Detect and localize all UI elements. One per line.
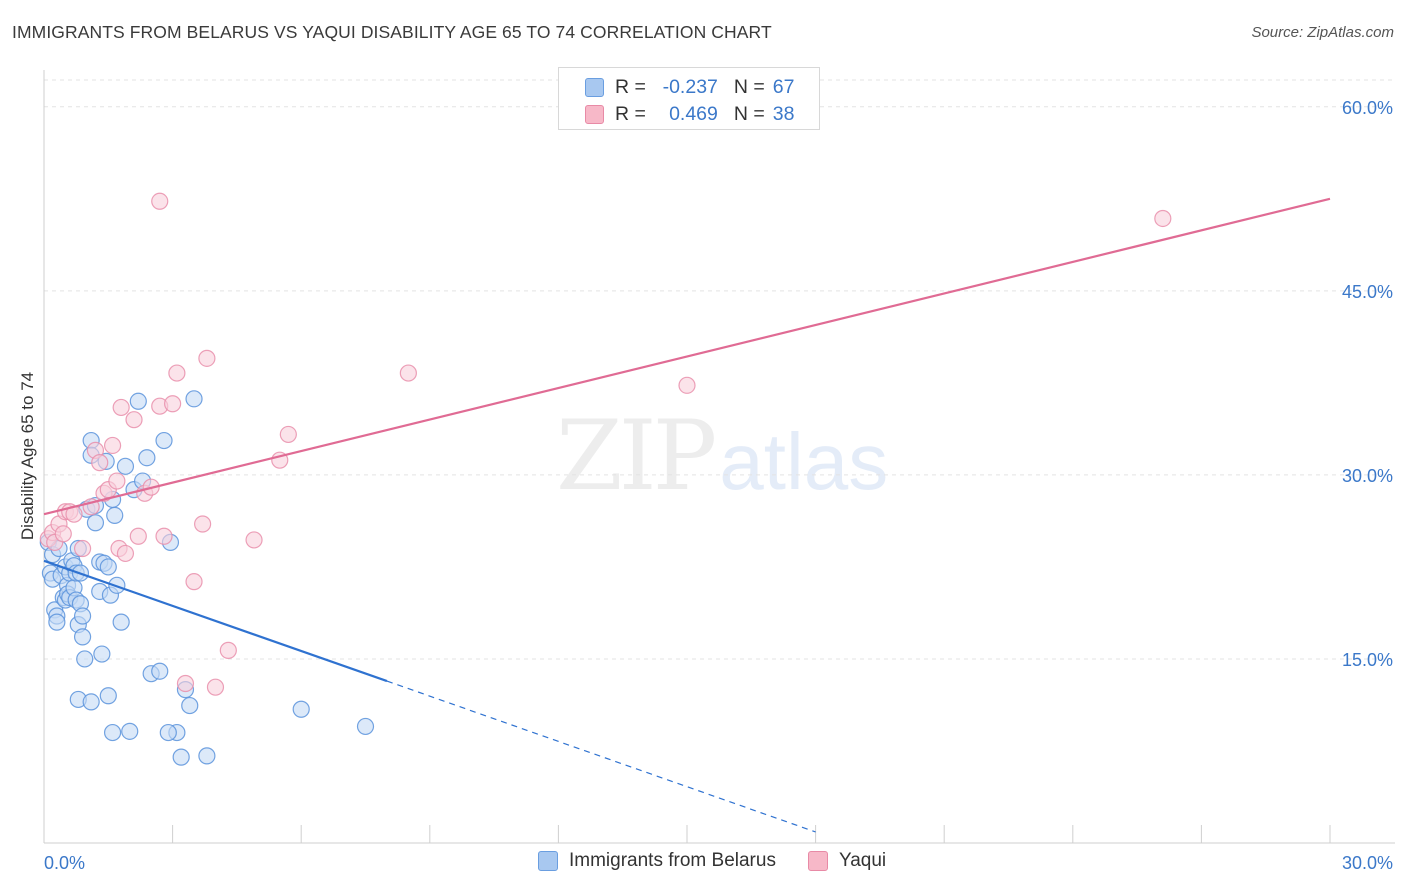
legend-r-label: R = [615, 75, 646, 98]
legend-n-value: 38 [772, 102, 795, 125]
yaqui-point [91, 454, 109, 472]
y-tick-label: 30.0% [1342, 466, 1393, 486]
yaqui-point [194, 515, 212, 533]
belarus-point [121, 722, 139, 740]
belarus-point [292, 700, 310, 718]
legend-r-value: -0.237 [662, 75, 718, 98]
belarus-point [93, 645, 111, 663]
belarus-point [151, 662, 169, 680]
legend-row-belarus: R = -0.237 N = 67 [585, 74, 794, 100]
yaqui-point [1154, 209, 1172, 228]
yaqui-point [108, 472, 126, 490]
yaqui-point [678, 376, 696, 394]
yaqui-point [245, 531, 263, 549]
legend-item-yaqui[interactable]: Yaqui [807, 850, 887, 872]
legend-item-belarus[interactable]: Immigrants from Belarus [538, 850, 776, 872]
legend-swatch-belarus [538, 851, 558, 871]
yaqui-point [73, 539, 92, 558]
legend-n-label: N = [733, 75, 765, 98]
belarus-trendline-extension [386, 680, 816, 833]
belarus-point [103, 723, 122, 742]
belarus-point [181, 696, 199, 715]
x-tick-label: 0.0% [44, 853, 85, 873]
belarus-point [82, 693, 100, 711]
chart-title: IMMIGRANTS FROM BELARUS VS YAQUI DISABIL… [12, 22, 772, 42]
yaqui-point [219, 641, 237, 659]
y-tick-label: 45.0% [1342, 282, 1393, 302]
belarus-point [99, 687, 117, 705]
legend-row-yaqui: R = 0.469 N = 38 [585, 101, 794, 127]
legend-swatch-yaqui [807, 851, 828, 871]
yaqui-point [168, 364, 186, 382]
yaqui-point [399, 364, 417, 382]
yaqui-point [185, 573, 203, 591]
yaqui-point [125, 411, 143, 429]
belarus-point [106, 506, 124, 524]
belarus-point [73, 628, 92, 646]
legend-r-value: 0.469 [669, 102, 718, 125]
y-tick-label: 15.0% [1342, 650, 1393, 670]
legend-n-label: N = [733, 102, 765, 125]
series-legend: Immigrants from Belarus Yaqui [538, 850, 918, 872]
yaqui-point [206, 678, 225, 696]
yaqui-point [279, 425, 297, 444]
yaqui-point [164, 395, 182, 413]
yaqui-point [151, 192, 169, 210]
legend-swatch-yaqui [585, 104, 604, 124]
yaqui-point [116, 544, 135, 563]
yaqui-point [198, 349, 216, 367]
y-axis-label: Disability Age 65 to 74 [18, 371, 37, 541]
belarus-point [185, 390, 203, 408]
belarus-point [73, 607, 92, 625]
belarus-point [198, 747, 216, 765]
belarus-trendline [43, 559, 388, 683]
legend-n-value: 67 [772, 75, 795, 98]
source-label: Source: ZipAtlas.com [1251, 24, 1394, 41]
yaqui-point [54, 525, 72, 543]
yaqui-trendline [43, 197, 1331, 516]
legend-swatch-belarus [585, 77, 604, 97]
yaqui-point [103, 436, 122, 455]
belarus-point [129, 392, 147, 410]
yaqui-point [176, 674, 195, 693]
belarus-point [138, 449, 156, 467]
yaqui-point [112, 398, 130, 417]
legend-r-label: R = [615, 102, 646, 125]
belarus-point [116, 457, 135, 475]
legend-label-yaqui: Yaqui [838, 850, 887, 871]
y-tick-label: 60.0% [1342, 98, 1393, 118]
belarus-point [76, 650, 94, 668]
belarus-point [112, 613, 130, 631]
x-tick-label: 30.0% [1342, 853, 1393, 873]
stats-legend: R = -0.237 N = 67 R = 0.469 N = 38 [558, 67, 820, 130]
yaqui-point [129, 527, 147, 545]
belarus-point [356, 717, 375, 736]
belarus-point [172, 748, 190, 766]
legend-label-belarus: Immigrants from Belarus [569, 850, 776, 871]
belarus-point [48, 613, 66, 631]
yaqui-point [155, 527, 173, 545]
belarus-point [159, 723, 177, 742]
belarus-point [86, 514, 105, 532]
belarus-point [155, 431, 173, 450]
belarus-point [99, 558, 117, 576]
